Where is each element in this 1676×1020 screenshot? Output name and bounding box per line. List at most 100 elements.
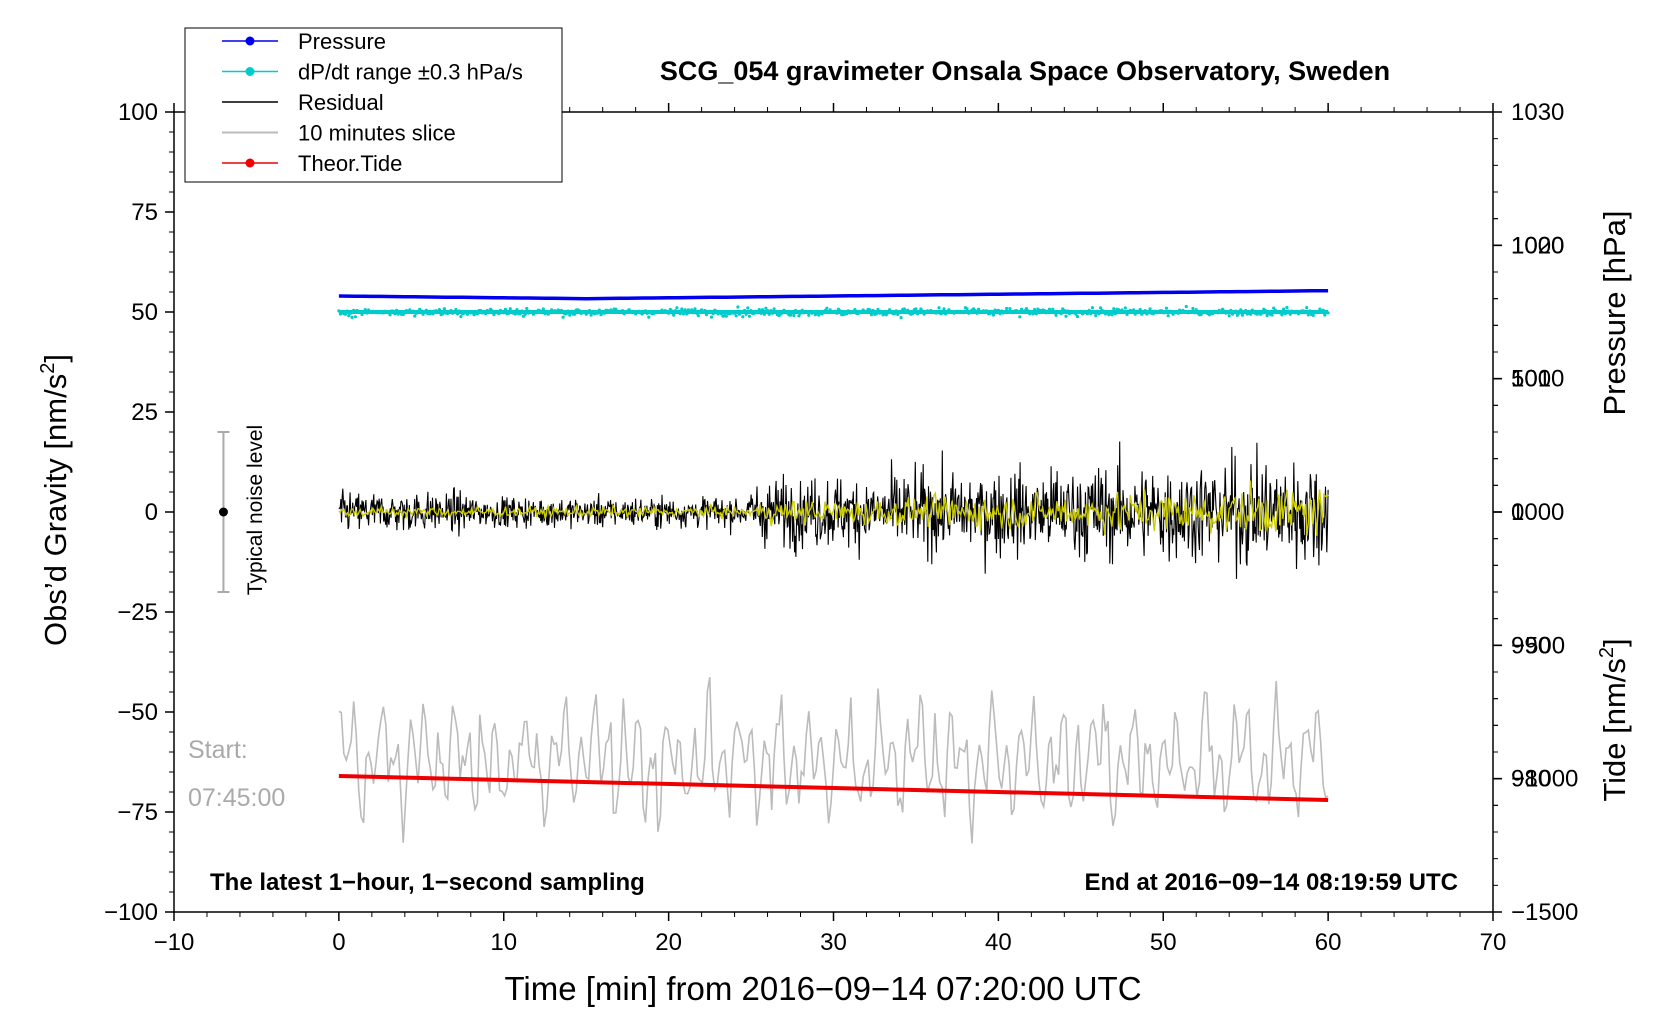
dpdt-point — [937, 306, 941, 310]
y-tick-label: −75 — [117, 799, 158, 826]
legend-label: Pressure — [298, 29, 386, 54]
dpdt-point — [1240, 313, 1244, 317]
y-tick-label: 25 — [131, 399, 158, 426]
annotation-sampling: The latest 1−hour, 1−second sampling — [210, 869, 645, 896]
series-tide-line — [338, 774, 1329, 802]
noise-level-label: Typical noise level — [244, 425, 267, 595]
dpdt-point — [1112, 307, 1116, 311]
dpdt-point — [709, 315, 714, 319]
dpdt-point — [747, 314, 752, 318]
dpdt-point — [792, 313, 796, 318]
dpdt-point — [991, 313, 996, 317]
x-tick-label: −10 — [154, 929, 195, 956]
chart-title: SCG_054 gravimeter Onsala Space Observat… — [660, 56, 1390, 86]
y-axis-pressure: 1030 1020 1010 1000 990 980 — [1493, 99, 1564, 833]
dpdt-point — [589, 313, 593, 317]
y-tick-label: −50 — [117, 699, 158, 726]
noise-level-indicator — [217, 431, 230, 593]
legend-label: dP/dt range ±0.3 hPa/s — [298, 60, 523, 85]
dpdt-point — [734, 314, 738, 318]
annotation-start-label: Start: — [188, 736, 248, 764]
pressure-tick-label: 980 — [1511, 766, 1551, 793]
dpdt-point — [807, 313, 811, 317]
series-fit-line — [338, 480, 1329, 536]
dpdt-point — [1184, 304, 1188, 309]
y-axis-left: 100 75 50 25 0 −25 −50 −75 −100 — [104, 99, 174, 926]
y-tick-label: 100 — [118, 99, 158, 126]
x-tick-label: 70 — [1480, 929, 1507, 956]
tide-tick-label: −1500 — [1511, 899, 1578, 926]
dpdt-point — [568, 313, 572, 317]
tide-tick-label: 500 — [1511, 366, 1551, 393]
legend-box — [184, 27, 563, 183]
dpdt-point — [1270, 313, 1274, 317]
tide-axis-label-main: Tide [nm/s — [1597, 658, 1632, 802]
pressure-axis-label: Pressure [hPa] — [1597, 210, 1632, 415]
tide-tick-label: 1000 — [1511, 232, 1564, 259]
x-tick-label: 50 — [1150, 929, 1177, 956]
dpdt-point — [1005, 306, 1009, 311]
dpdt-point — [1265, 313, 1269, 318]
dpdt-point — [1166, 314, 1170, 318]
dpdt-point — [1094, 313, 1098, 318]
dpdt-point — [693, 307, 697, 311]
pressure-tick-label: 1000 — [1511, 499, 1564, 526]
dpdt-point — [1285, 305, 1289, 310]
x-tick-label: 40 — [985, 929, 1012, 956]
dpdt-point — [724, 314, 728, 318]
dpdt-point — [1280, 313, 1284, 317]
series-slice-line — [338, 677, 1329, 844]
dpdt-point — [1018, 315, 1022, 319]
dpdt-point — [825, 306, 829, 310]
dpdt-point — [647, 315, 651, 319]
dpdt-point — [672, 313, 676, 317]
x-tick-label: 0 — [332, 929, 345, 956]
legend-label: Theor.Tide — [298, 151, 402, 176]
y-tick-label: −25 — [117, 599, 158, 626]
dpdt-point — [541, 307, 545, 311]
dpdt-point — [1008, 307, 1012, 311]
y-axis-label-main: Obs’d Gravity [nm/s — [38, 374, 73, 646]
tide-tick-label: −1000 — [1511, 766, 1578, 793]
dpdt-point — [1054, 313, 1058, 317]
pressure-tick-label: 1010 — [1511, 366, 1564, 393]
dpdt-point — [1148, 307, 1152, 311]
tide-tick-label: 0 — [1511, 499, 1524, 526]
tide-axis-label-sup: 2 — [1596, 647, 1618, 658]
annotation-start-time: 07:45:00 — [188, 784, 285, 812]
x-tick-label: 20 — [655, 929, 682, 956]
x-tick-label: 10 — [490, 929, 517, 956]
pressure-tick-label: 1030 — [1511, 99, 1564, 126]
dpdt-point — [680, 307, 684, 311]
dpdt-point — [1090, 306, 1094, 310]
pressure-tick-label: 1020 — [1511, 232, 1564, 259]
legend-label: 10 minutes slice — [298, 121, 456, 146]
dpdt-point — [1318, 307, 1322, 311]
x-tick-label: 30 — [820, 929, 847, 956]
dpdt-point — [1024, 307, 1028, 311]
dpdt-point — [459, 315, 463, 319]
dpdt-point — [675, 306, 679, 310]
pressure-tick-label: 990 — [1511, 632, 1551, 659]
dpdt-point — [1305, 306, 1309, 310]
y-tick-label: 0 — [145, 499, 158, 526]
dpdt-point — [764, 306, 768, 310]
dpdt-point — [746, 306, 750, 310]
legend-marker — [245, 36, 255, 46]
dpdt-point — [914, 307, 918, 311]
tide-axis-label: Tide [nm/s2] — [1596, 638, 1632, 801]
dpdt-point — [696, 314, 700, 318]
dpdt-point — [1227, 314, 1231, 318]
dpdt-point — [1323, 313, 1327, 317]
dpdt-point — [353, 315, 357, 319]
x-axis: −10 0 10 20 30 40 50 60 70 — [154, 103, 1507, 956]
legend-label: Residual — [298, 90, 384, 115]
dpdt-point — [789, 313, 793, 317]
y-axis-label-sup: 2 — [37, 363, 59, 374]
dpdt-point — [942, 307, 946, 311]
legend-marker — [245, 158, 255, 168]
dpdt-point — [1282, 307, 1286, 311]
tide-axis-label-close: ] — [1597, 638, 1632, 647]
dpdt-point — [442, 307, 446, 311]
